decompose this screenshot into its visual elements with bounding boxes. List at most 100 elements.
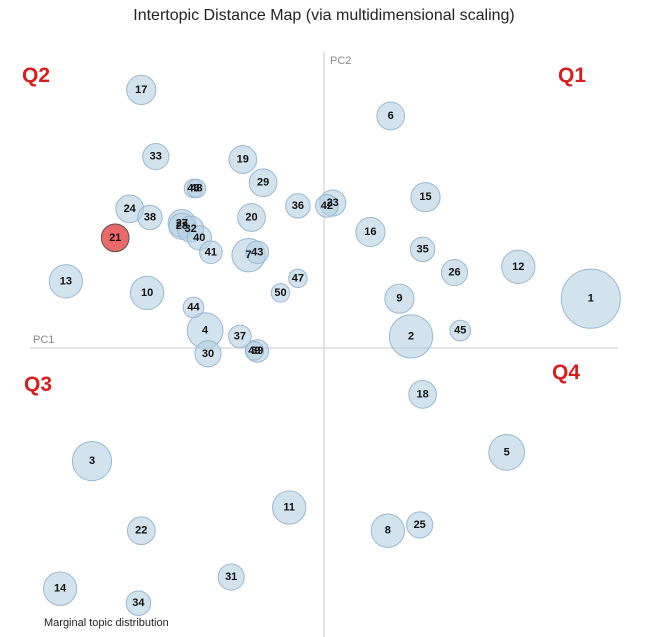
topic-bubble-47[interactable] [288,268,308,289]
topic-label-41: 41 [205,246,217,258]
topic-bubble-19[interactable] [228,145,258,174]
marginal-topic-distribution-label: Marginal topic distribution [44,617,169,629]
topic-bubble-37[interactable] [228,324,252,349]
topic-label-30: 30 [202,348,214,360]
topic-bubble-25[interactable] [406,511,434,539]
topic-bubble-18[interactable] [408,380,437,409]
topic-bubble-49[interactable] [244,341,265,361]
topic-label-24: 24 [124,203,137,215]
topic-label-10: 10 [141,287,153,299]
topic-bubble-26[interactable] [440,259,469,287]
topic-bubble-44[interactable] [182,296,205,319]
topic-label-16: 16 [364,226,376,238]
topic-label-31: 31 [225,571,237,583]
topic-bubble-16[interactable] [355,216,386,248]
quadrant-label-q1: Q1 [558,64,587,87]
topic-bubble-41[interactable] [199,240,223,265]
topic-label-23: 23 [327,197,339,209]
topic-bubble-36[interactable] [285,193,311,219]
topic-label-13: 13 [60,275,72,287]
topic-bubble-22[interactable] [126,516,156,546]
y-axis-label: PC2 [330,55,351,67]
topic-label-19: 19 [237,154,249,166]
topic-label-17: 17 [135,84,147,96]
topic-bubble-21[interactable] [100,223,130,253]
quadrant-label-q3: Q3 [24,373,53,396]
topic-label-33: 33 [150,151,162,163]
topic-bubble-14[interactable] [42,571,78,606]
topic-label-4: 4 [202,325,209,337]
topic-label-6: 6 [388,110,394,122]
topic-bubble-17[interactable] [126,74,157,106]
topic-bubble-45[interactable] [449,319,472,342]
quadrant-label-q2: Q2 [22,64,51,87]
topic-bubble-1[interactable] [560,268,621,329]
topic-bubble-20[interactable] [237,203,266,232]
topic-bubble-9[interactable] [384,283,415,314]
topic-bubble-8[interactable] [370,513,405,548]
topic-bubble-13[interactable] [48,264,84,299]
topic-label-38: 38 [144,212,156,224]
topic-label-36: 36 [292,200,304,212]
topic-label-26: 26 [448,267,460,279]
chart-title: Intertopic Distance Map (via multidimens… [133,7,515,24]
topic-bubbles: 1234567891011121314151617181920212223242… [42,74,621,616]
topic-label-8: 8 [385,525,391,537]
topic-bubble-38[interactable] [137,204,163,231]
topic-bubble-30[interactable] [194,340,222,368]
topic-bubble-42[interactable] [315,194,339,218]
topic-bubble-11[interactable] [272,490,307,525]
topic-label-27: 27 [176,217,188,229]
topic-bubble-31[interactable] [217,563,245,591]
topic-bubble-33[interactable] [142,143,170,171]
topic-bubble-3[interactable] [71,441,113,482]
topic-bubble-15[interactable] [410,182,441,213]
topic-label-1: 1 [588,293,594,305]
topic-label-48: 48 [190,183,202,195]
topic-bubble-43[interactable] [245,240,270,265]
topic-label-18: 18 [416,388,428,400]
topic-label-35: 35 [416,243,428,255]
topic-label-2: 2 [408,330,414,342]
x-axis-label: PC1 [33,334,54,346]
topic-label-20: 20 [245,212,257,224]
topic-label-47: 47 [292,272,304,284]
topic-label-46: 46 [187,183,199,195]
topic-label-15: 15 [419,191,431,203]
topic-label-5: 5 [504,446,510,458]
topic-label-14: 14 [54,583,67,595]
topic-bubble-5[interactable] [488,434,526,471]
topic-label-45: 45 [454,325,466,337]
topic-label-3: 3 [89,455,95,467]
topic-label-25: 25 [414,519,426,531]
topic-label-42: 42 [321,200,333,212]
topic-bubble-10[interactable] [129,275,165,311]
topic-label-32: 32 [184,223,196,235]
topic-label-43: 43 [251,246,263,258]
topic-label-39: 39 [251,345,263,357]
topic-label-44: 44 [187,301,200,313]
topic-label-22: 22 [135,525,147,537]
topic-label-12: 12 [512,261,524,273]
topic-label-40: 40 [193,232,205,244]
topic-label-29: 29 [257,177,269,189]
topic-label-11: 11 [283,502,295,514]
topic-label-49: 49 [248,345,260,357]
topic-label-7: 7 [246,249,252,261]
topic-label-50: 50 [274,287,286,299]
quadrant-label-q4: Q4 [552,361,581,384]
topic-bubble-35[interactable] [409,236,436,263]
topic-bubble-48[interactable] [186,178,207,199]
topic-bubble-50[interactable] [270,283,291,303]
topic-label-34: 34 [132,597,145,609]
topic-bubble-6[interactable] [376,101,406,131]
topic-bubble-29[interactable] [248,168,278,198]
topic-bubble-2[interactable] [388,314,434,359]
topic-bubble-34[interactable] [125,590,152,616]
topic-label-37: 37 [234,330,246,342]
topic-label-9: 9 [396,293,402,305]
topic-label-28: 28 [176,220,188,232]
topic-label-21: 21 [109,232,121,244]
topic-bubble-12[interactable] [501,249,536,284]
